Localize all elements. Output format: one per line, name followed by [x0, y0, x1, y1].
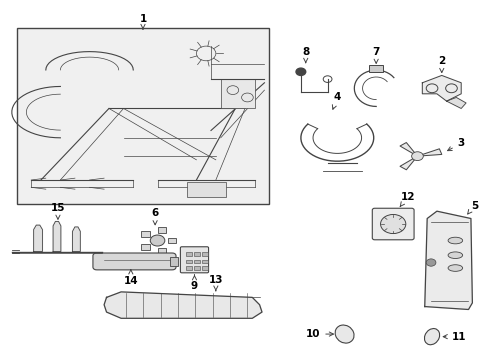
Bar	[158, 248, 167, 253]
Bar	[202, 252, 208, 256]
Polygon shape	[53, 221, 61, 252]
Bar	[186, 252, 192, 256]
Text: 12: 12	[400, 192, 415, 207]
Bar	[194, 252, 200, 256]
Bar	[220, 79, 255, 108]
Bar	[170, 257, 178, 266]
Text: 10: 10	[306, 329, 333, 339]
Text: 2: 2	[438, 56, 445, 72]
Ellipse shape	[448, 252, 463, 258]
Polygon shape	[417, 149, 442, 156]
Bar	[194, 266, 200, 270]
Text: 8: 8	[302, 46, 309, 63]
Circle shape	[296, 68, 306, 76]
Bar	[168, 238, 176, 243]
Ellipse shape	[335, 325, 354, 343]
Polygon shape	[425, 211, 472, 310]
Polygon shape	[34, 225, 43, 252]
Text: 1: 1	[139, 14, 147, 29]
Polygon shape	[73, 227, 80, 252]
Bar	[202, 266, 208, 270]
Text: 14: 14	[123, 270, 138, 286]
Polygon shape	[400, 156, 417, 170]
Circle shape	[381, 215, 406, 234]
Text: 4: 4	[332, 93, 341, 109]
Ellipse shape	[424, 329, 440, 345]
Text: 3: 3	[447, 138, 465, 150]
FancyBboxPatch shape	[180, 247, 209, 273]
Ellipse shape	[448, 265, 463, 271]
Polygon shape	[104, 292, 262, 318]
Ellipse shape	[448, 237, 463, 244]
Bar	[186, 260, 192, 263]
Text: 9: 9	[191, 275, 198, 291]
Text: 15: 15	[50, 203, 65, 219]
Text: 11: 11	[443, 332, 466, 342]
Bar	[17, 28, 270, 204]
Bar	[186, 266, 192, 270]
Circle shape	[426, 259, 436, 266]
Polygon shape	[400, 143, 417, 156]
Text: 6: 6	[151, 208, 159, 225]
Polygon shape	[446, 98, 466, 108]
Circle shape	[150, 235, 165, 246]
Bar	[202, 260, 208, 263]
Text: 13: 13	[209, 275, 223, 291]
Bar	[194, 260, 200, 263]
Bar	[369, 65, 384, 72]
Text: 7: 7	[372, 46, 380, 63]
Bar	[142, 231, 150, 237]
Circle shape	[412, 152, 423, 161]
Polygon shape	[422, 76, 461, 101]
Bar	[142, 244, 150, 249]
FancyBboxPatch shape	[372, 208, 414, 240]
Bar	[187, 182, 225, 197]
Bar	[158, 228, 167, 233]
Text: 5: 5	[467, 201, 478, 214]
FancyBboxPatch shape	[93, 253, 176, 270]
